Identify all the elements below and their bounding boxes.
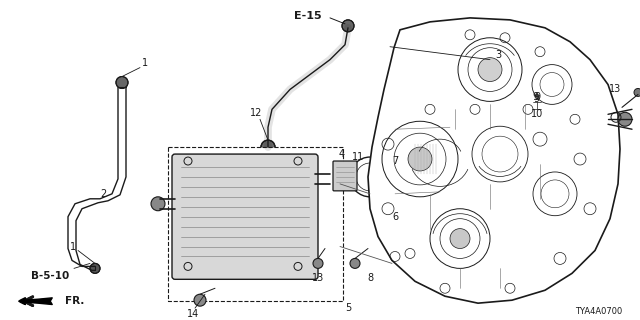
Circle shape xyxy=(313,259,323,268)
Circle shape xyxy=(634,88,640,96)
Text: 9: 9 xyxy=(534,92,540,102)
Text: 3: 3 xyxy=(495,50,501,60)
Circle shape xyxy=(450,228,470,249)
Text: 14: 14 xyxy=(187,309,199,319)
Text: 5: 5 xyxy=(345,303,351,313)
Text: 10: 10 xyxy=(531,109,543,119)
Text: 13: 13 xyxy=(312,273,324,283)
Circle shape xyxy=(151,197,165,211)
Text: 8: 8 xyxy=(367,273,373,283)
Text: 6: 6 xyxy=(392,212,398,222)
Circle shape xyxy=(408,147,432,171)
Text: TYA4A0700: TYA4A0700 xyxy=(575,307,622,316)
Text: E-15: E-15 xyxy=(294,11,322,21)
Text: 9: 9 xyxy=(532,92,538,102)
FancyBboxPatch shape xyxy=(333,161,357,191)
Text: 4: 4 xyxy=(339,149,345,159)
Text: 1: 1 xyxy=(142,58,148,68)
Circle shape xyxy=(116,76,128,88)
Circle shape xyxy=(261,140,275,154)
Text: 1: 1 xyxy=(70,242,76,252)
Circle shape xyxy=(618,112,632,126)
Text: 2: 2 xyxy=(100,189,106,199)
Circle shape xyxy=(478,58,502,82)
Text: FR.: FR. xyxy=(65,296,84,306)
Text: 13: 13 xyxy=(609,84,621,94)
Text: B-5-10: B-5-10 xyxy=(31,271,69,281)
FancyArrowPatch shape xyxy=(24,297,49,306)
Bar xyxy=(168,147,343,301)
Circle shape xyxy=(350,259,360,268)
Circle shape xyxy=(90,263,100,273)
FancyBboxPatch shape xyxy=(172,154,318,279)
Text: 7: 7 xyxy=(392,156,398,166)
Text: 12: 12 xyxy=(250,108,262,118)
Circle shape xyxy=(194,294,206,306)
Circle shape xyxy=(342,20,354,32)
Text: 11: 11 xyxy=(352,152,364,162)
Polygon shape xyxy=(368,18,620,303)
Text: 9: 9 xyxy=(533,94,539,104)
